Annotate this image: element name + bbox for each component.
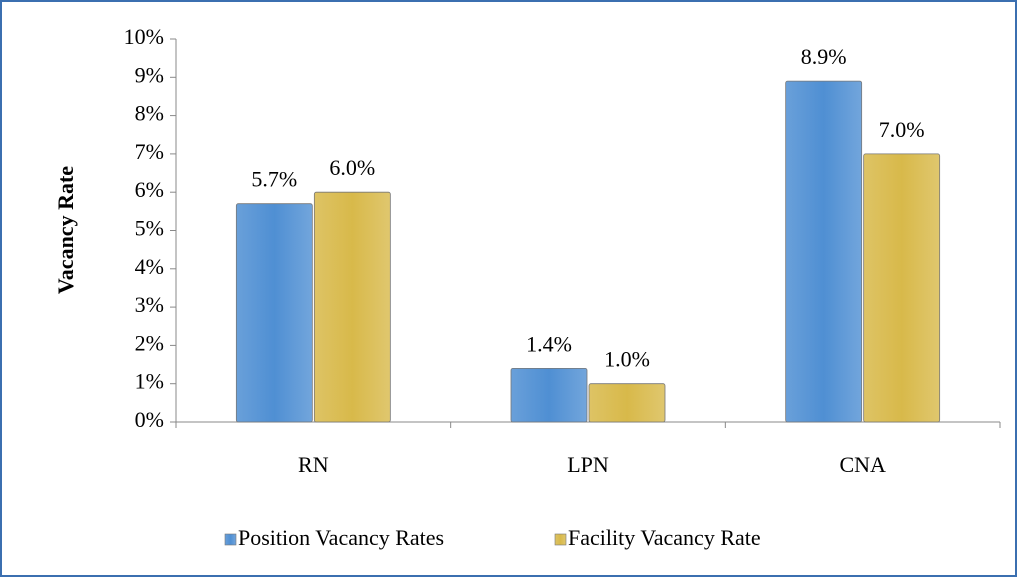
bar xyxy=(863,153,941,423)
legend-swatch xyxy=(554,533,567,546)
legend-label: Facility Vacancy Rate xyxy=(568,525,761,550)
y-tick-label: 8% xyxy=(135,101,164,126)
y-tick-label: 7% xyxy=(135,139,164,164)
y-tick-label: 0% xyxy=(135,407,164,432)
bar xyxy=(510,367,588,423)
y-tick-label: 1% xyxy=(135,369,164,394)
x-tick-label: CNA xyxy=(839,452,886,477)
data-label: 1.4% xyxy=(526,331,572,356)
y-tick-label: 2% xyxy=(135,330,164,355)
y-axis-label: Vacancy Rate xyxy=(53,166,78,294)
x-tick-label: LPN xyxy=(567,452,609,477)
data-label: 5.7% xyxy=(251,167,297,192)
data-label: 6.0% xyxy=(329,155,375,180)
y-tick-label: 9% xyxy=(135,62,164,87)
legend-swatch xyxy=(224,533,237,546)
data-label: 8.9% xyxy=(801,44,847,69)
y-tick-label: 3% xyxy=(135,292,164,317)
x-tick-label: RN xyxy=(298,452,329,477)
bar xyxy=(785,80,863,423)
legend-label: Position Vacancy Rates xyxy=(238,525,444,550)
y-tick-label: 10% xyxy=(124,24,164,49)
bar xyxy=(313,191,391,423)
data-label: 7.0% xyxy=(879,117,925,142)
y-tick-label: 5% xyxy=(135,216,164,241)
bar xyxy=(235,203,313,423)
y-tick-label: 6% xyxy=(135,177,164,202)
data-label: 1.0% xyxy=(604,347,650,372)
y-tick-label: 4% xyxy=(135,254,164,279)
bar xyxy=(588,383,666,423)
